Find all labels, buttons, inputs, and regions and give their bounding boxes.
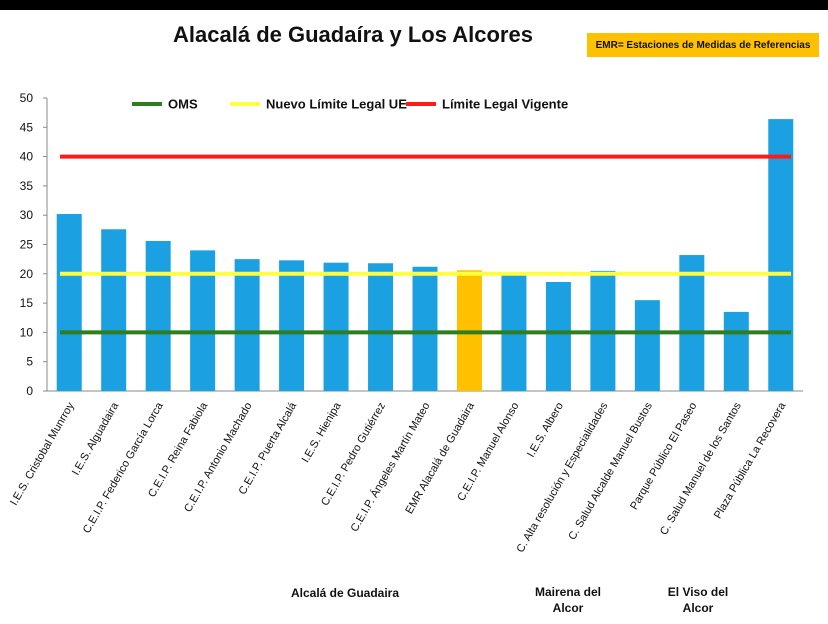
bar-3 — [145, 240, 171, 391]
x-tick-label: C. Salud Alcalde Manuel Bustos — [566, 400, 655, 542]
legend-label-2: Nuevo Límite Legal UE — [266, 97, 407, 112]
bar-12 — [545, 282, 571, 391]
y-tick-label: 25 — [20, 238, 34, 252]
bar-6 — [279, 260, 305, 391]
bar-16 — [723, 311, 749, 391]
bar-7 — [323, 262, 349, 391]
y-tick-label: 15 — [20, 296, 34, 310]
bar-9 — [412, 266, 438, 391]
group-label-alcala: Alcalá de Guadaira — [290, 586, 400, 600]
y-tick-label: 50 — [20, 91, 34, 105]
y-tick-label: 35 — [20, 179, 34, 193]
y-tick-label: 30 — [20, 208, 34, 222]
bar-2 — [101, 229, 127, 391]
y-tick-label: 10 — [20, 325, 34, 339]
x-tick-label: C. Alta resolución y Especialidades — [514, 400, 610, 555]
x-tick-label: C.E.I.P. Ángeles Martín Mateo — [348, 400, 433, 534]
y-tick-label: 40 — [20, 150, 34, 164]
y-tick-label: 0 — [26, 384, 33, 398]
bar-8 — [368, 263, 394, 391]
y-tick-label: 20 — [20, 267, 34, 281]
top-bar — [0, 0, 828, 10]
x-tick-label: I.E.S. Albero — [525, 401, 566, 460]
x-tick-label: I.E.S. Alguadaira — [70, 400, 122, 478]
group-label-viso: El Viso del Alcor — [667, 585, 729, 615]
emr-note-box: EMR= Estaciones de Medidas de Referencia… — [587, 33, 819, 57]
group-label-mairena: Mairena del Alcor — [534, 585, 602, 615]
x-tick-label: C. Salud Manuel de los Santos — [658, 400, 744, 537]
y-tick-label: 45 — [20, 120, 34, 134]
chart-title: Alacalá de Guadaíra y Los Alcores — [173, 22, 533, 47]
bar-14 — [634, 300, 660, 391]
x-tick-label: C.E.I.P. Federico García Lorca — [81, 400, 166, 536]
bar-15 — [679, 255, 705, 391]
bar-1 — [56, 214, 82, 391]
legend-label-1: OMS — [168, 97, 198, 112]
x-tick-label: I.E.S. Hienipa — [300, 400, 344, 465]
x-tick-label: I.E.S. Cristobal Munrroy — [8, 400, 77, 508]
bar-17 — [768, 119, 794, 391]
bar-4 — [190, 250, 216, 391]
legend-label-3: Límite Legal Vigente — [442, 97, 568, 112]
y-tick-label: 5 — [26, 355, 33, 369]
bar-5 — [234, 259, 260, 391]
